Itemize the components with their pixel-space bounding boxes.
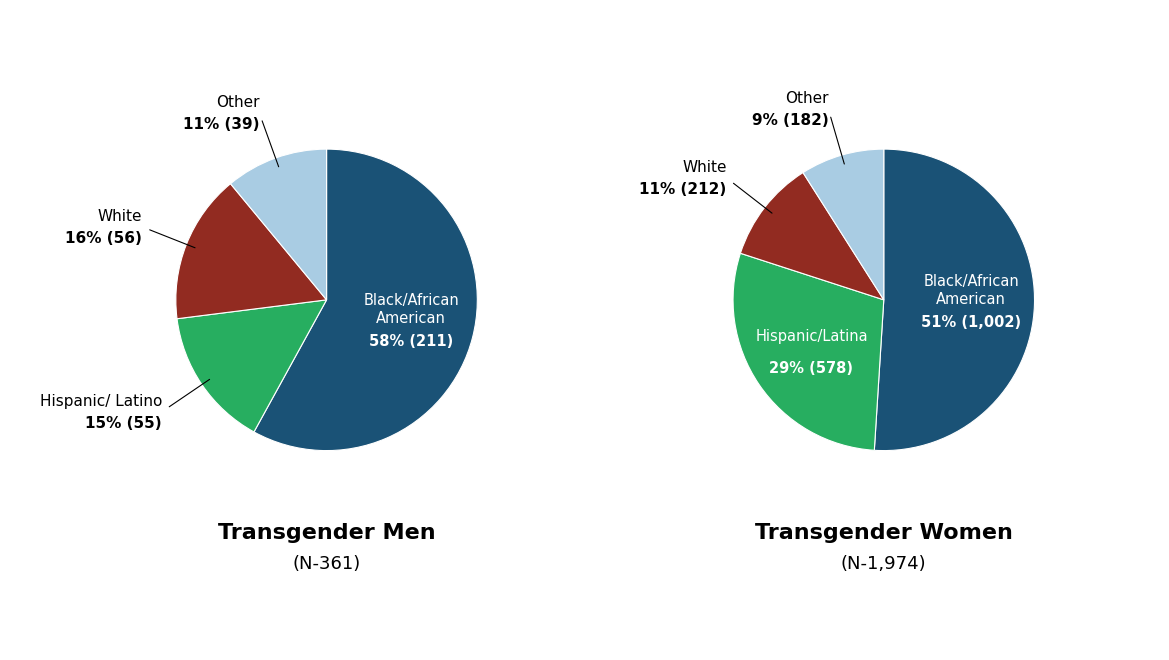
Text: 9% (182): 9% (182) [752, 114, 829, 128]
Text: Other: Other [784, 90, 829, 106]
Text: (N-1,974): (N-1,974) [841, 554, 927, 573]
Text: (N-361): (N-361) [292, 554, 361, 573]
Text: 58% (211): 58% (211) [369, 334, 454, 348]
Wedge shape [803, 149, 884, 300]
Text: Transgender Men: Transgender Men [217, 523, 435, 543]
Text: 15% (55): 15% (55) [85, 416, 162, 431]
Wedge shape [874, 149, 1035, 451]
Text: 11% (39): 11% (39) [182, 117, 260, 132]
Text: 16% (56): 16% (56) [64, 231, 141, 246]
Text: Other: Other [215, 94, 260, 110]
Text: Hispanic/ Latino: Hispanic/ Latino [40, 393, 162, 409]
Text: 29% (578): 29% (578) [769, 361, 853, 376]
Wedge shape [254, 149, 477, 451]
Text: 11% (212): 11% (212) [639, 182, 727, 197]
Wedge shape [230, 149, 326, 300]
Text: Black/African
American: Black/African American [364, 293, 459, 326]
Text: Transgender Women: Transgender Women [755, 523, 1012, 543]
Text: 51% (1,002): 51% (1,002) [921, 315, 1022, 330]
Wedge shape [740, 172, 884, 300]
Text: White: White [97, 209, 141, 224]
Wedge shape [733, 253, 884, 450]
Wedge shape [177, 300, 326, 432]
Text: Hispanic/Latina: Hispanic/Latina [755, 329, 867, 345]
Wedge shape [175, 183, 326, 319]
Text: Black/African
American: Black/African American [924, 274, 1019, 308]
Text: White: White [682, 160, 727, 175]
